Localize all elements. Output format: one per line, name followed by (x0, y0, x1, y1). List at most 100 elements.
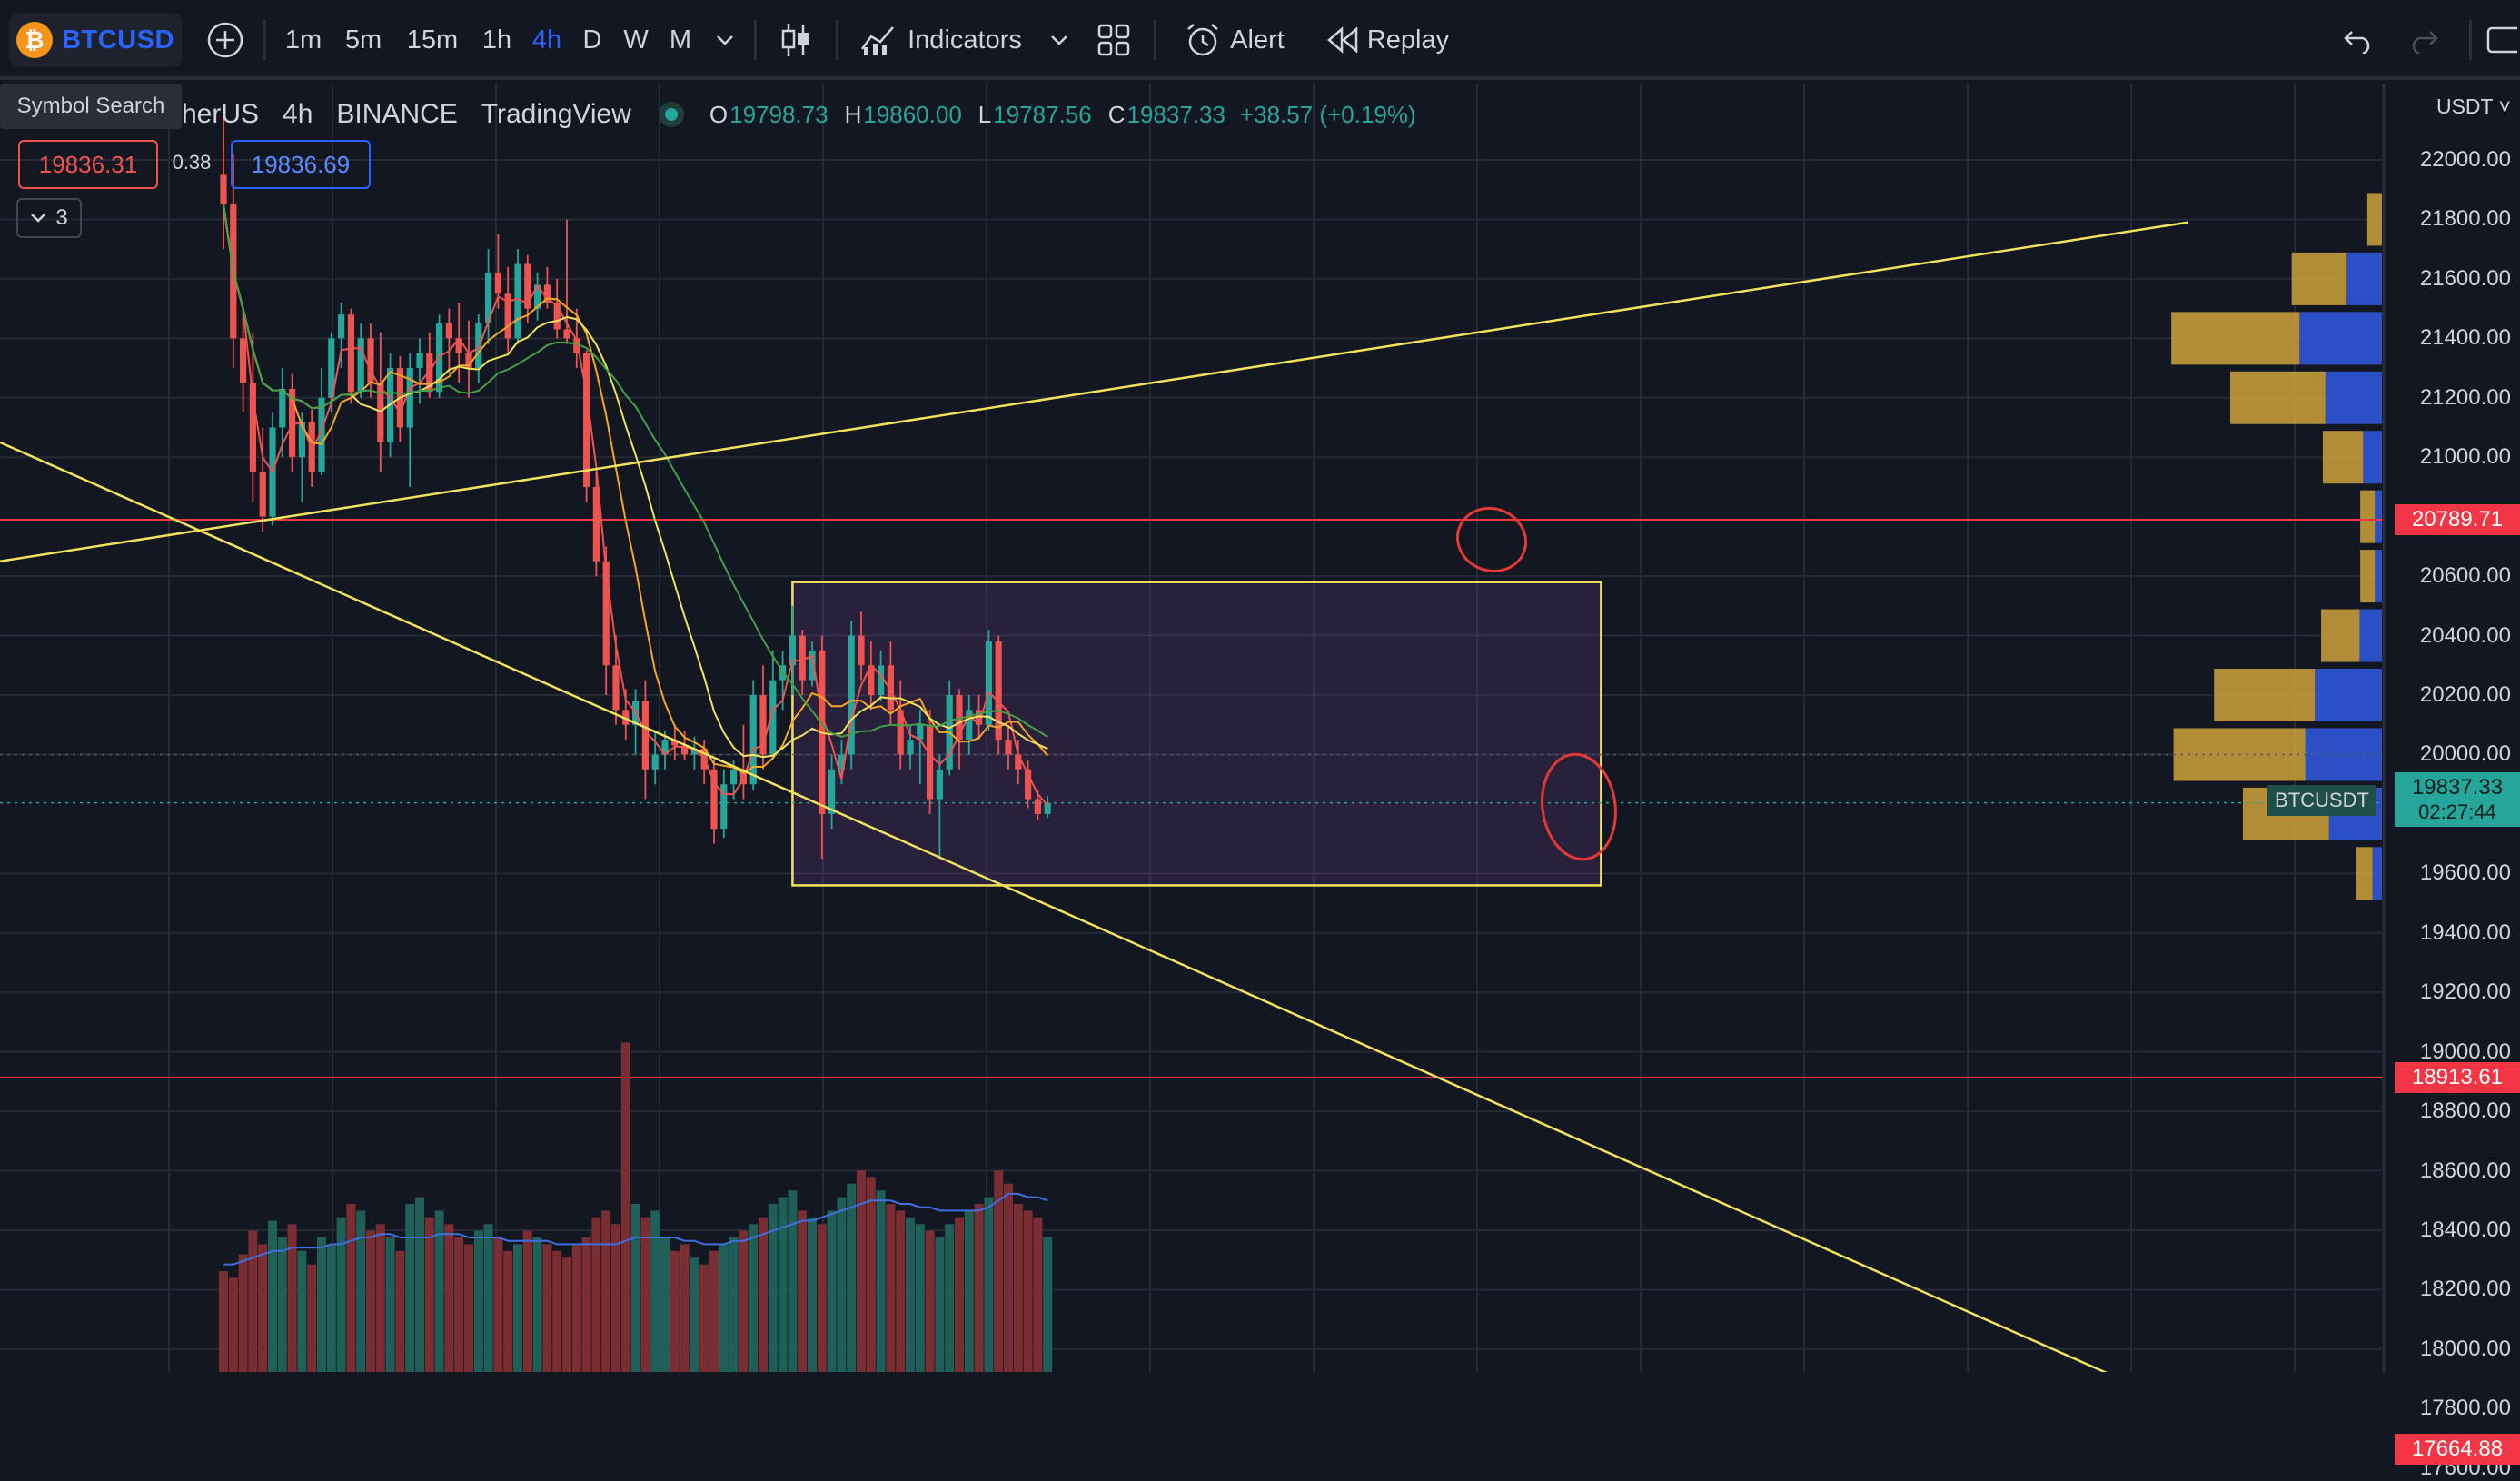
legend-change: +38.57 (+0.19%) (1239, 100, 1416, 128)
replay-button[interactable]: Replay (1319, 13, 1457, 67)
candle-body (1015, 754, 1022, 770)
annotation-ellipse (1455, 507, 1528, 572)
layout-button[interactable] (1086, 13, 1141, 67)
symbol-search-button[interactable]: ₿ BTCUSD (9, 13, 182, 67)
chevron-down-icon (31, 214, 46, 223)
price-tick-label: 20600.00 (2419, 563, 2511, 589)
volume-bar (857, 1170, 866, 1372)
candle-body (573, 338, 580, 353)
interval-week[interactable]: W (623, 25, 649, 55)
volume-bar (375, 1224, 385, 1372)
volume-bar (866, 1177, 876, 1372)
candle-body (494, 273, 501, 294)
volume-bar (896, 1210, 906, 1372)
legend-symbol: herUS (182, 99, 260, 129)
price-tick-label: 21600.00 (2419, 265, 2511, 291)
buy-price-button[interactable]: 19836.69 (231, 140, 371, 189)
volume-profile-buy-bar (2214, 669, 2316, 721)
bar-countdown: 02:27:44 (2418, 800, 2496, 823)
candle-body (534, 284, 541, 309)
sell-price-button[interactable]: 19836.31 (18, 140, 158, 189)
volume-bar (238, 1254, 248, 1372)
candle-body (985, 641, 992, 725)
candle-body (367, 338, 374, 383)
plus-circle-icon (207, 22, 243, 58)
candle-body (504, 293, 511, 339)
volume-bar (356, 1210, 366, 1372)
candle-body (769, 680, 777, 755)
volume-bar (788, 1190, 798, 1372)
add-symbol-button[interactable] (198, 13, 253, 67)
candle-body (1005, 740, 1012, 755)
candle-body (897, 710, 904, 755)
candle-body (308, 421, 315, 472)
candle-body (956, 695, 963, 740)
volume-bar (405, 1204, 415, 1372)
candle-body (259, 472, 266, 517)
chart-type-button[interactable] (769, 13, 823, 67)
candle-body (612, 665, 620, 711)
volume-bar (434, 1210, 444, 1372)
alert-button[interactable]: Alert (1176, 13, 1294, 67)
currency-selector[interactable]: USDT ˅ (2436, 94, 2511, 118)
volume-bar (248, 1230, 258, 1372)
interval-1m[interactable]: 1m (284, 25, 322, 55)
redo-button[interactable] (2398, 13, 2449, 67)
volume-bar (620, 1042, 630, 1372)
volume-bar (591, 1217, 601, 1372)
volume-bar (522, 1230, 532, 1372)
price-tick-label: 19400.00 (2419, 919, 2511, 945)
undo-button[interactable] (2333, 13, 2384, 67)
alert-price-tag[interactable]: 18913.61 (2395, 1061, 2520, 1093)
volume-bar (876, 1190, 886, 1372)
indicator-count: 3 (55, 205, 68, 230)
volume-profile-sell-bar (2363, 431, 2382, 484)
volume-profile-sell-bar (2315, 669, 2382, 721)
volume-bar (680, 1244, 690, 1372)
candle-body (966, 710, 973, 740)
interval-dropdown-button[interactable] (707, 13, 743, 67)
alert-price-tag[interactable]: 20789.71 (2395, 504, 2520, 536)
candle-body (917, 724, 924, 740)
fullscreen-button[interactable] (2484, 13, 2520, 67)
volume-bar (925, 1230, 935, 1372)
indicators-dropdown-button[interactable] (1041, 13, 1077, 67)
candle-body (799, 635, 806, 681)
candle-body (543, 284, 551, 303)
volume-bar (287, 1224, 297, 1372)
volume-bar (258, 1244, 268, 1372)
volume-bar (847, 1183, 857, 1372)
indicators-collapse-button[interactable]: 3 (16, 198, 82, 238)
candle-body (671, 740, 679, 746)
volume-bar (503, 1250, 513, 1372)
interval-month[interactable]: M (669, 25, 692, 55)
volume-bar (385, 1237, 395, 1372)
volume-bar (709, 1250, 719, 1372)
interval-1h[interactable]: 1h (481, 25, 512, 55)
volume-profile-buy-bar (2291, 252, 2347, 305)
interval-15m[interactable]: 15m (406, 25, 459, 55)
rewind-icon (1326, 26, 1358, 54)
candle-body (651, 754, 659, 770)
candle-body (563, 329, 570, 339)
volume-profile-sell-bar (2305, 728, 2382, 781)
indicators-button[interactable]: Indicators (859, 13, 1023, 67)
price-tick-label: 21200.00 (2419, 384, 2511, 410)
candle-body (416, 353, 423, 369)
interval-5m[interactable]: 5m (344, 25, 382, 55)
volume-profile-buy-bar (2171, 312, 2300, 365)
candle-body (249, 383, 256, 472)
volume-bar (935, 1237, 945, 1372)
alert-price-tag[interactable]: 17664.88 (2395, 1433, 2520, 1465)
interval-4h[interactable]: 4h (531, 25, 562, 55)
candle-body (661, 740, 669, 755)
volume-profile-buy-bar (2356, 847, 2373, 900)
interval-day[interactable]: D (582, 25, 602, 55)
candle-body (878, 665, 885, 695)
volume-bar (601, 1210, 611, 1372)
candle-body (406, 368, 413, 428)
chart-canvas[interactable] (0, 80, 2520, 1372)
candle-body (995, 641, 1002, 740)
candle-body (690, 748, 698, 755)
window-icon (2486, 26, 2517, 54)
